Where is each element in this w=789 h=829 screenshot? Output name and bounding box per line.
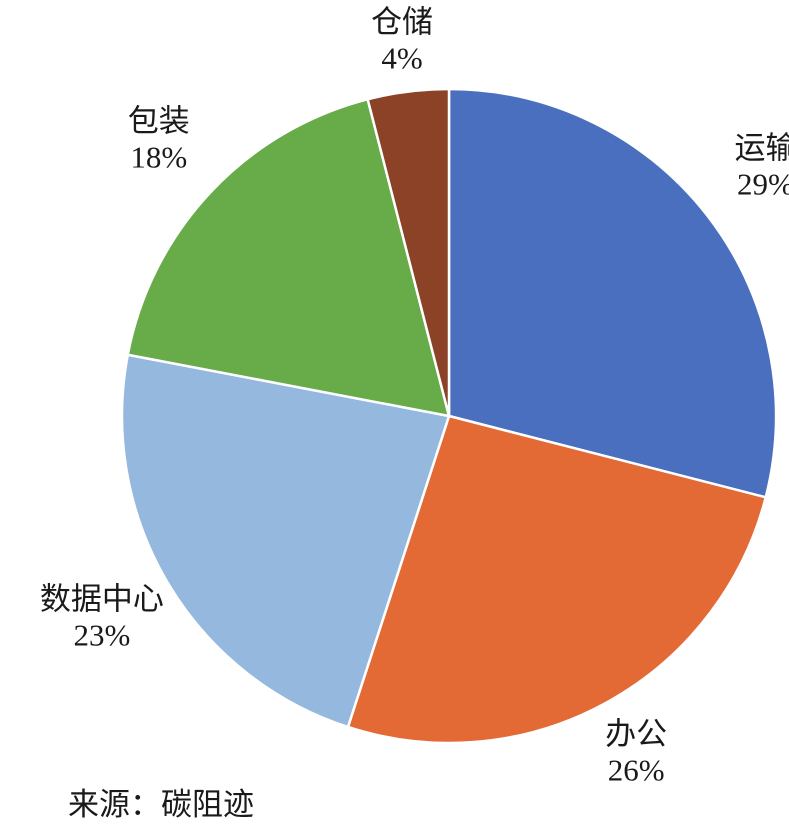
slice-value-label: 4% [381, 41, 422, 76]
slice-label: 仓储 [371, 5, 433, 40]
pie-slice [126, 97, 451, 418]
slice-value-label: 18% [130, 140, 187, 175]
slice-label: 数据中心 [40, 581, 164, 616]
source-note: 来源：碳阻迹 [68, 787, 254, 822]
pie-slice [366, 87, 451, 417]
slice-label: 包装 [128, 104, 190, 139]
pie-slice [447, 87, 778, 499]
slice-value-label: 26% [608, 752, 665, 787]
pie-slice [346, 414, 768, 745]
slice-label: 办公 [605, 716, 667, 751]
slice-label: 运输 [734, 131, 789, 166]
slice-value-label: 23% [73, 617, 130, 652]
slice-value-label: 29% [737, 167, 789, 202]
pie-slice [120, 353, 451, 729]
